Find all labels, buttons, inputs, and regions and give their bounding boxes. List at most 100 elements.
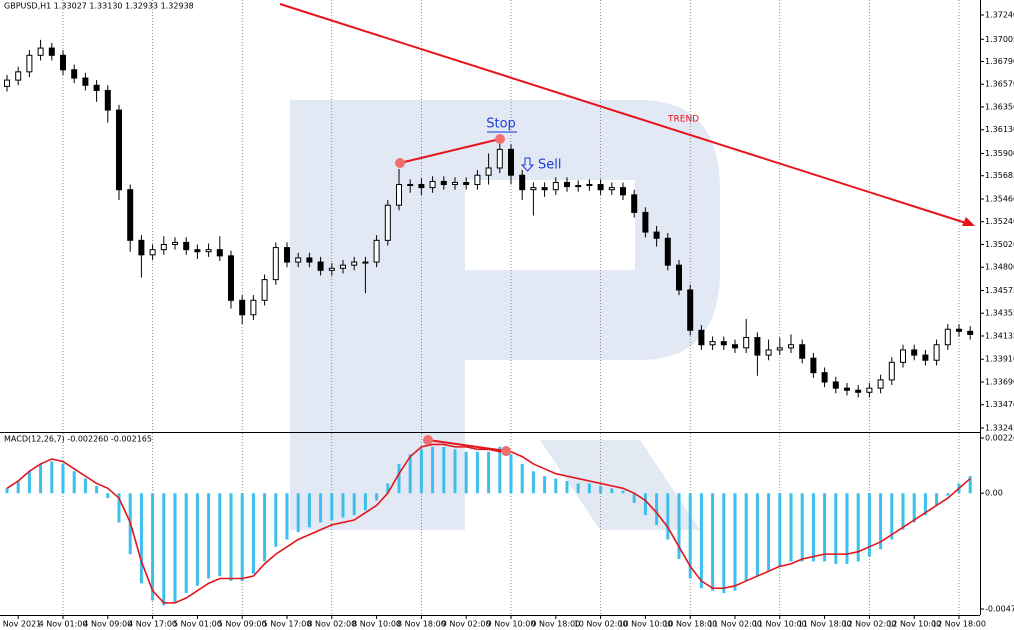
candle-body [653,231,660,239]
macd-bar [576,483,580,494]
macd-bar [453,449,457,494]
candle-body [933,344,940,361]
macd-bar [778,493,782,567]
macd-bar [520,463,524,494]
candle-body [821,372,828,383]
stop-line [399,138,501,164]
swing-point [395,158,405,168]
macd-bar [39,463,43,494]
symbol-info: GBPUSD,H1 1.33027 1.33130 1.32933 1.3293… [4,2,194,11]
x-tick-label: 4 Nov 09:00 [83,620,132,629]
candle-body [743,337,750,349]
candle-body [463,181,470,186]
macd-bar [890,493,894,540]
macd-bar [408,454,412,494]
macd-bar [912,493,916,523]
candle-body [530,187,537,191]
macd-bar [319,493,323,523]
candle-body [844,387,850,391]
candle-body [317,261,324,271]
watermark-r [290,100,720,530]
x-tick-label: 12 Nov 18:00 [932,620,986,629]
trend-arrowhead [962,217,975,226]
macd-bar [263,493,267,562]
y-tick-label: 1.34135 [985,331,1014,340]
y-tick-label: 1.34575 [985,286,1014,295]
candle-body [127,189,134,241]
macd-bar [677,493,681,560]
trend-line [279,3,967,224]
macd-bar [901,493,905,530]
candle-body [104,89,111,111]
sell-arrow [520,157,535,172]
macd-bar [151,493,155,601]
candle-body [37,47,44,56]
y-tick-label: 1.36350 [985,102,1014,111]
macd-bar [554,478,558,494]
macd-bar [823,493,827,562]
candle-body [48,47,55,56]
candle-body [295,257,302,263]
macd-bar [498,446,502,494]
candle-body [855,389,862,393]
candle-body [832,381,839,389]
macd-bar [207,493,211,579]
macd-bar [666,493,670,540]
macd-bar [184,493,188,594]
x-tick-label: 8 Nov 02:00 [307,620,356,629]
macd-bar [397,463,401,494]
x-tick-label: 9 Nov 10:00 [487,620,536,629]
macd-bar [509,454,513,494]
candle-body [172,241,178,245]
macd-bar [442,446,446,494]
candle-body [608,187,615,191]
candle-body [228,255,234,301]
macd-bar [195,493,199,586]
macd-bar [845,493,849,564]
macd-bar [543,476,547,494]
candle-body [205,249,212,253]
candle-body [866,387,873,393]
y-tick-label: 1.35900 [985,149,1014,158]
candle-body [564,181,570,188]
candle-body [149,249,156,256]
candle-body [664,237,671,266]
candle-body [552,181,559,191]
candle-body [776,347,783,351]
y-tick-label: 1.35020 [985,240,1014,249]
macd-bar [83,478,87,494]
macd-bar [330,493,334,521]
candle-body [250,299,257,316]
macd-bar [240,493,244,581]
x-tick-label: 10 Nov 02:00 [574,620,628,629]
candle-body [754,337,761,356]
macd-bar [599,485,603,494]
y-tick-label: -0.004751 [985,605,1014,614]
x-tick-label: 8 Nov 10:00 [352,620,401,629]
candle-body [26,54,33,73]
y-tick-label: 1.34800 [985,263,1014,272]
x-tick-label: 4 Nov 01:00 [39,620,88,629]
macd-bar [162,493,166,606]
macd-bar [968,476,972,494]
macd-bar [923,493,927,516]
x-tick-label: 11 Nov 10:00 [753,620,807,629]
macd-bar [16,480,20,494]
candle-body [900,349,906,363]
x-tick-label: 5 Nov 09:00 [218,620,267,629]
candle-body [720,341,727,346]
candle-body [541,187,548,191]
macd-bar [487,451,491,494]
macd-bar [655,493,659,525]
macd-bar [834,493,838,564]
macd-bar [744,493,748,581]
macd-bar [106,493,110,499]
marks [4,39,974,606]
stop-label: Stop [486,117,516,132]
candle-body [138,239,145,256]
macd-point [501,446,511,456]
candle-body [676,264,682,291]
macd-bar [285,493,289,540]
